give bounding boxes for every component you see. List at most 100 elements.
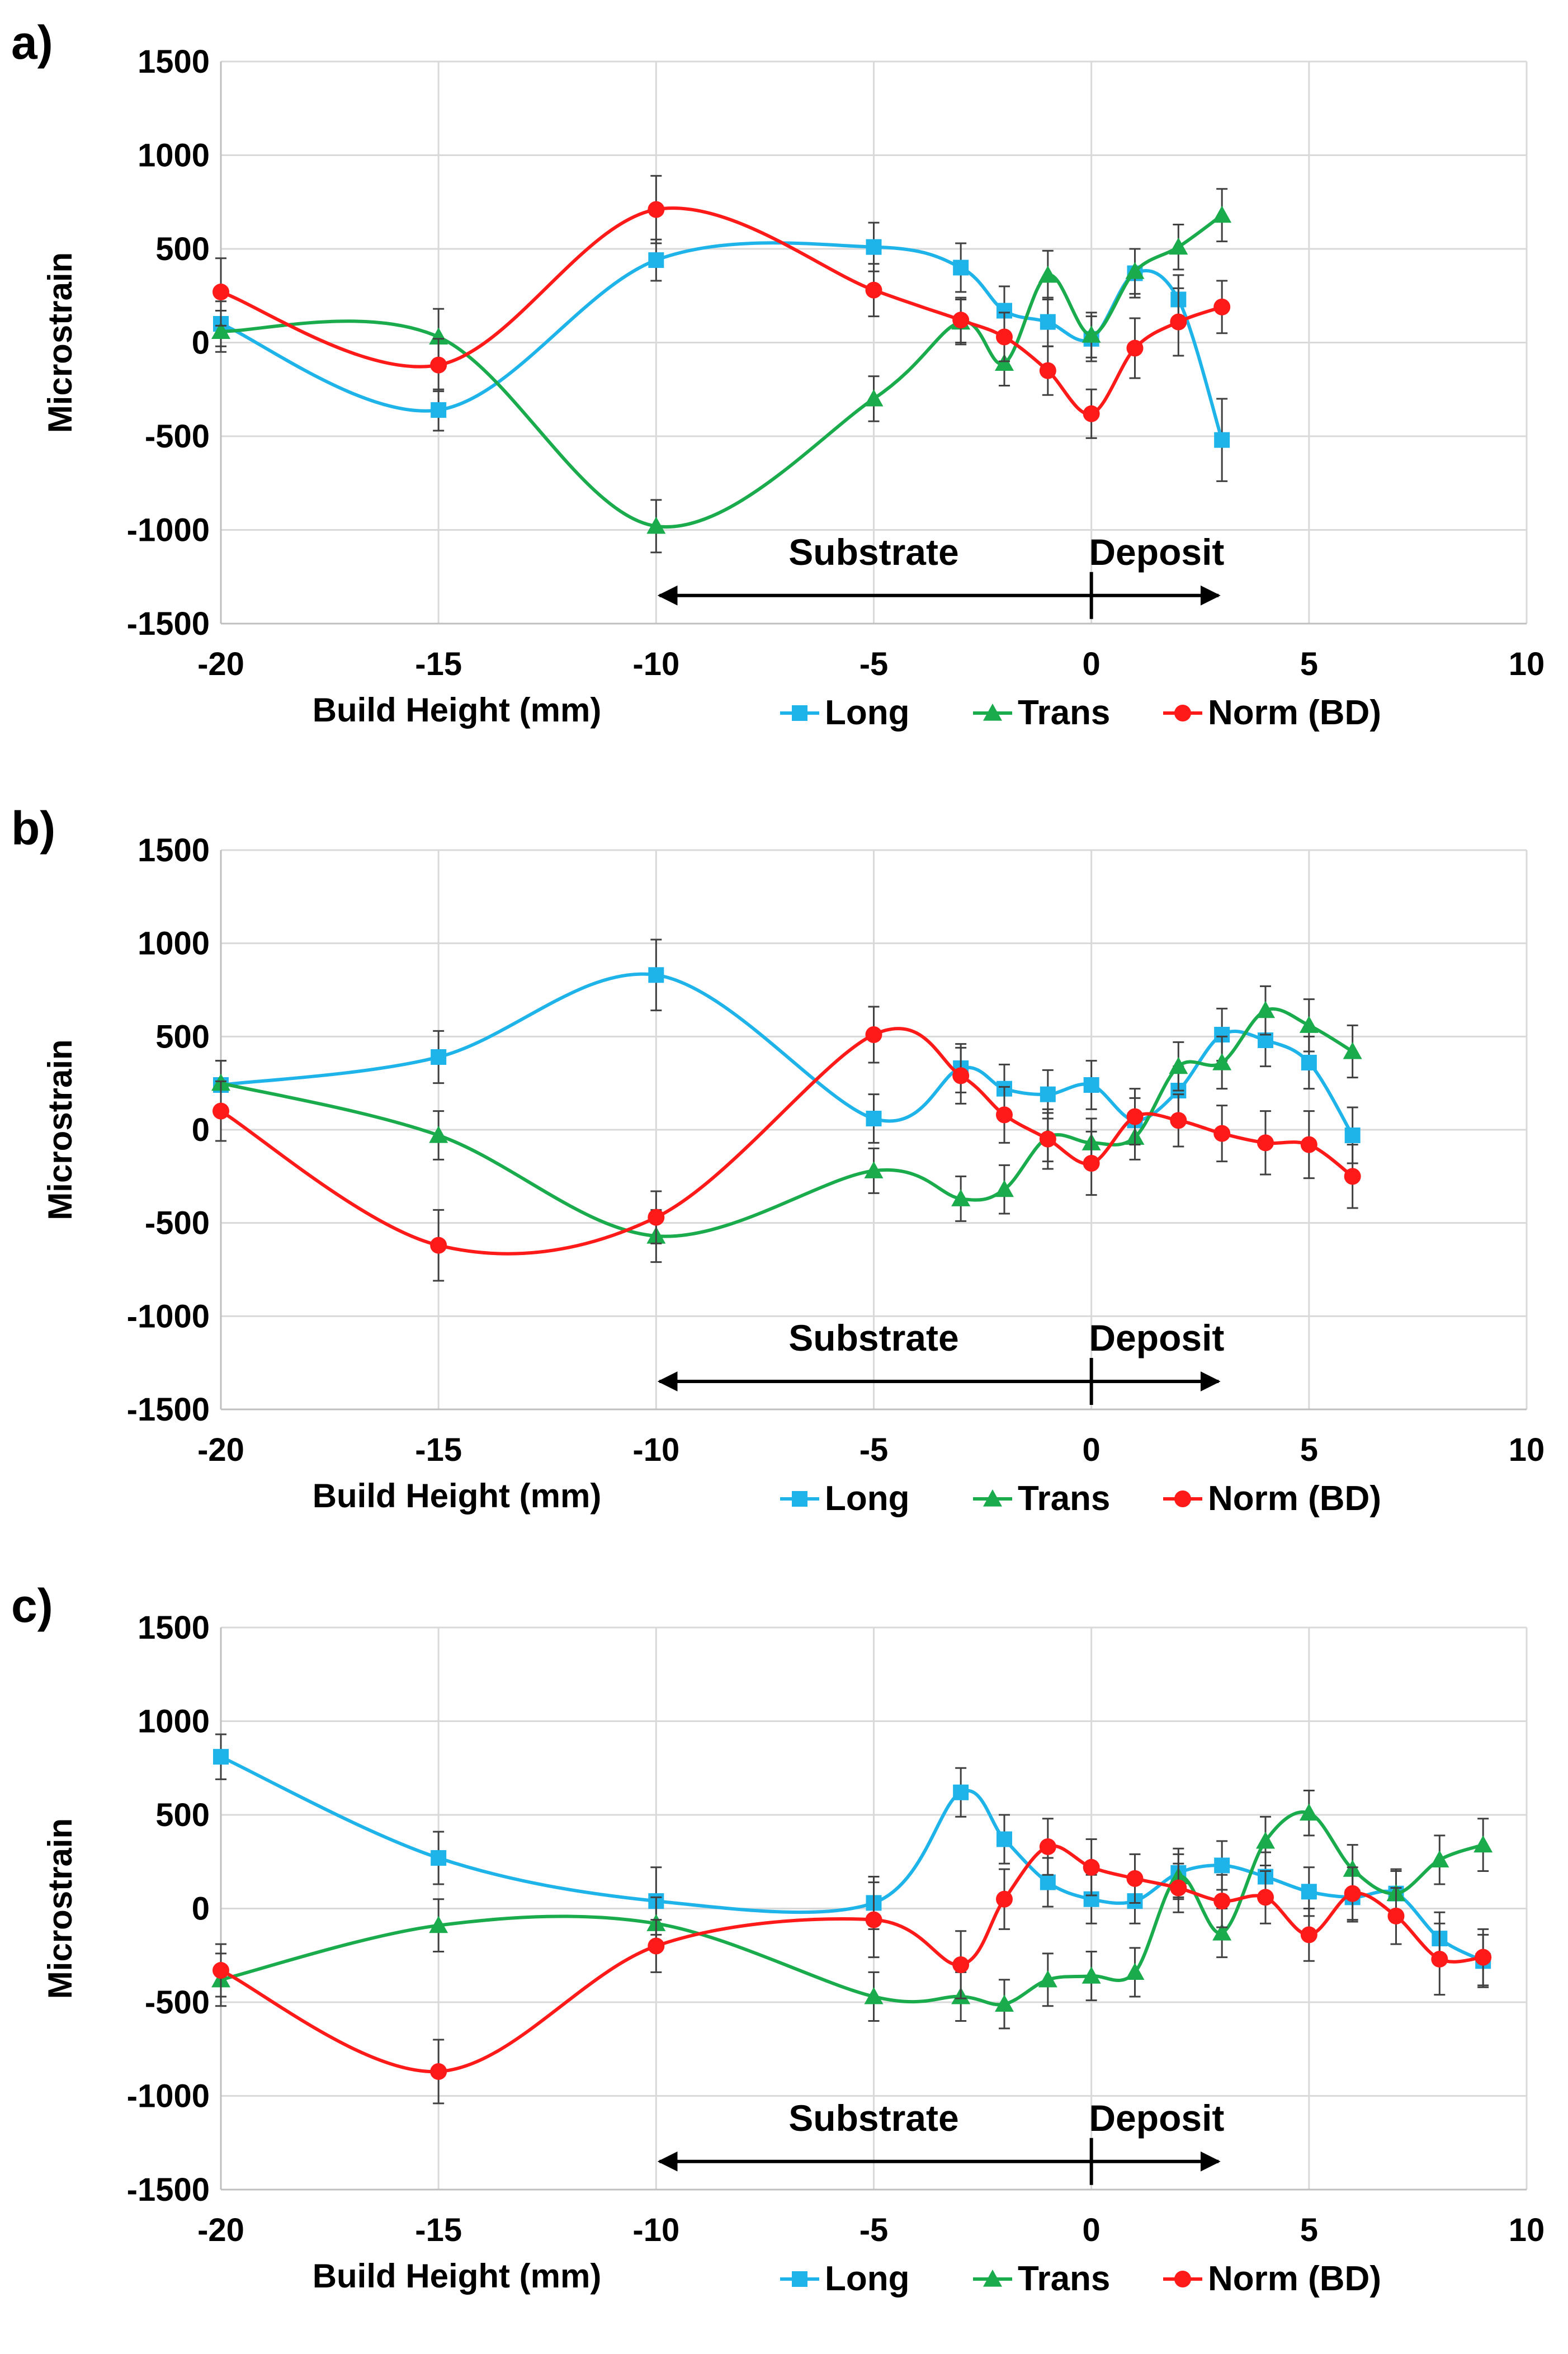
data-point [1126,339,1144,357]
legend-label: Norm (BD) [1208,694,1381,732]
data-point [996,1106,1013,1124]
series-line [220,214,1223,529]
y-tick-label: 500 [155,1018,210,1055]
legend-label: Trans [1018,2259,1110,2298]
data-point [430,1237,447,1254]
data-point [865,1026,882,1043]
data-point [864,1987,884,2004]
x-tick-label: 0 [1083,2212,1101,2248]
y-tick-label: -500 [145,418,210,455]
data-point [1431,1950,1448,1968]
y-tick-label: 0 [192,1891,210,1927]
legend-marker [792,2271,807,2287]
y-tick-label: 1000 [138,1704,210,1740]
data-point [864,389,884,407]
data-point [996,328,1013,346]
legend-marker [1174,1490,1191,1507]
y-tick-label: 1500 [138,44,210,80]
series-norm-bd [212,1818,1492,2105]
data-point [866,1111,882,1126]
chart-panel-1: a) -1500 -1000 -500 0 500 1000 1500 -20 -15 -10 -5 0… [11,16,1545,732]
y-tick-label: -500 [145,1984,210,2021]
legend-marker [983,1489,1002,1507]
x-tick-label: -5 [859,2212,889,2248]
series-line [220,1007,1354,1238]
legend-marker [983,2270,1002,2287]
y-tick-label: -1500 [127,1391,210,1428]
data-point [995,353,1014,371]
data-point [1213,298,1231,315]
data-point [1170,1112,1187,1129]
x-axis-title: Build Height (mm) [313,691,602,729]
data-point [1214,432,1230,448]
x-tick-label: 5 [1300,1432,1318,1468]
legend-label: Norm (BD) [1208,2259,1381,2298]
legend-marker [1174,705,1191,721]
legend-marker [1174,2271,1191,2287]
legend-label: Long [825,1479,910,1518]
deposit-label: Deposit [1089,1317,1224,1358]
legend-entry: Trans [973,694,1110,732]
y-tick-label: 1000 [138,138,210,174]
data-point [429,1126,448,1143]
legend-label: Norm (BD) [1208,1479,1381,1518]
legend-label: Trans [1018,694,1110,732]
data-point [1214,1857,1230,1874]
y-tick-label: 500 [155,1797,210,1833]
x-axis-title: Build Height (mm) [313,2257,602,2295]
x-tick-label: 0 [1083,646,1101,682]
data-point [213,1749,229,1765]
data-point [1126,1870,1144,1887]
data-point [866,239,882,255]
data-point [1299,1016,1319,1033]
data-point [1344,1168,1361,1185]
legend-entry: Norm (BD) [1163,2259,1381,2298]
y-tick-label: 500 [155,231,210,267]
data-point [1299,1803,1319,1821]
y-tick-label: -1000 [127,512,210,549]
x-tick-label: 5 [1300,2212,1318,2248]
data-point [648,252,664,268]
data-point [1125,1963,1145,1980]
legend-label: Long [825,694,910,732]
data-point [1170,1879,1187,1897]
data-point [864,1161,884,1178]
x-tick-label: -5 [859,1432,889,1468]
x-tick-label: 10 [1509,2212,1545,2248]
data-point [1169,1056,1188,1074]
series-long [213,1733,1491,1988]
data-point [1475,1949,1492,1966]
data-point [430,2063,447,2080]
data-point [211,322,230,339]
data-point [1212,205,1232,223]
series-norm-bd [212,174,1231,439]
data-point [1038,1970,1057,1988]
legend-marker [792,1491,807,1507]
data-point [1081,325,1101,343]
data-point [1257,1889,1274,1906]
series-line [220,241,1224,441]
panel-letter: c) [11,1579,53,1632]
x-tick-label: -10 [632,2212,679,2248]
data-point [1344,1128,1361,1143]
legend-entry: Norm (BD) [1163,1479,1381,1518]
data-point [996,1831,1012,1847]
x-tick-label: -10 [632,1432,679,1468]
y-tick-label: -1000 [127,1298,210,1334]
chart-panel-2: b) -1500 -1000 -500 0 500 1000 1500 -20 -15 -10 -5 0… [11,802,1545,1518]
y-tick-label: 1500 [138,1610,210,1646]
series-norm-bd [212,1006,1361,1282]
x-tick-label: -20 [197,1432,244,1468]
data-point [1301,1884,1317,1900]
legend-entry: Long [780,2259,910,2298]
data-point [212,1962,229,1979]
data-point [1300,1926,1317,1943]
data-point [1301,1055,1317,1070]
data-point [1039,1838,1056,1855]
legend-entry: Trans [973,2259,1110,2298]
data-point [648,201,665,218]
data-point [1038,265,1057,283]
data-point [952,1067,970,1084]
data-point [1344,1885,1361,1902]
